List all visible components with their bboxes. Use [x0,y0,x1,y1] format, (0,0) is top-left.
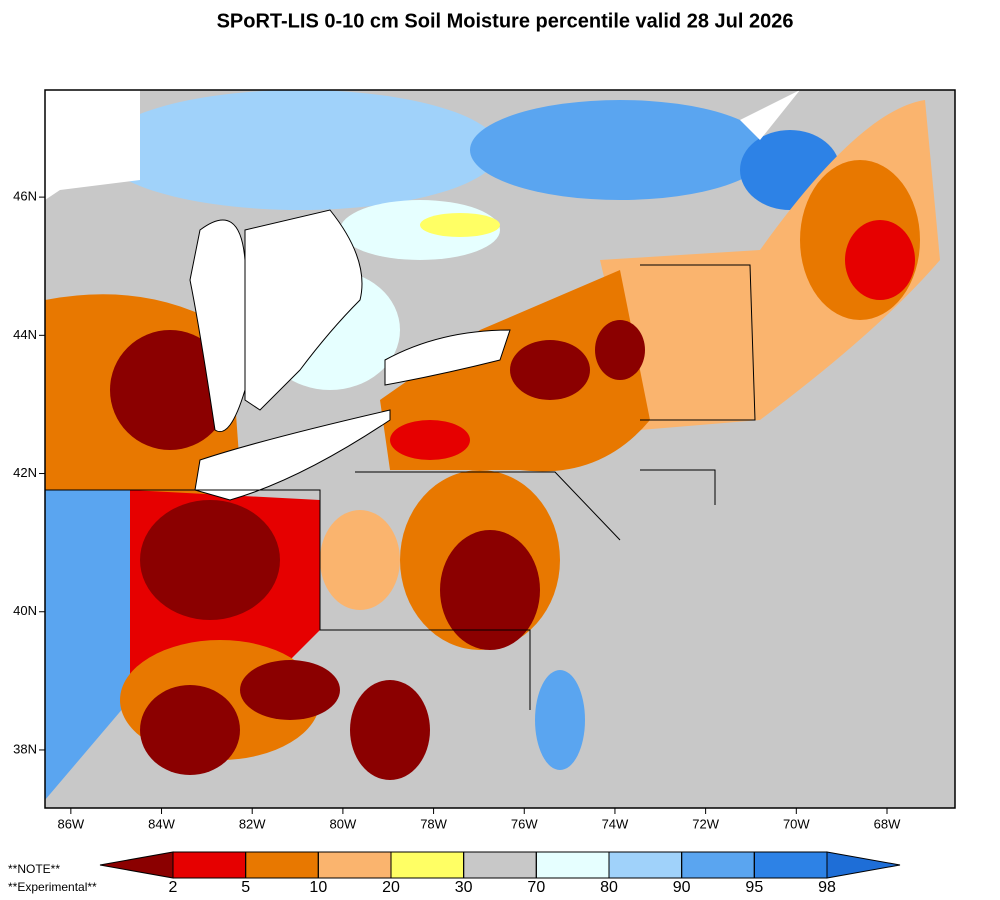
colorbar-label: 98 [818,879,836,896]
note: **Experimental** [8,880,97,894]
lat-tick-label: 42N [13,465,37,480]
colorbar-segment [753,851,828,879]
lat-tick-label: 46N [13,189,37,204]
colorbar-label: 5 [241,879,250,896]
map-field [45,90,955,808]
lon-tick-label: 74W [602,816,629,831]
lon-tick-label: 70W [783,816,810,831]
lon-tick-label: 80W [330,816,357,831]
colorbar-segment [681,851,755,879]
colorbar-label: 20 [382,879,400,896]
colorbar-label: 30 [455,879,473,896]
map-title: SPoRT-LIS 0-10 cm Soil Moisture percenti… [217,10,794,32]
lon-tick-label: 72W [692,816,719,831]
colorbar-label: 70 [527,879,545,896]
colorbar-segment [317,851,392,879]
colorbar-label: 10 [309,879,327,896]
colorbar-segment [172,851,247,879]
colorbar-segment [463,851,537,879]
lon-tick-label: 82W [239,816,266,831]
map-frame [44,89,956,809]
lon-tick-label: 78W [420,816,447,831]
lon-tick-label: 84W [148,816,175,831]
lon-tick-label: 76W [511,816,538,831]
colorbar-segment [608,851,683,879]
lat-tick-label: 40N [13,603,37,618]
colorbar-label: 2 [169,879,178,896]
note: **NOTE** [8,862,60,876]
colorbar-segment [99,851,174,879]
lat-tick-label: 44N [13,327,37,342]
colorbar-segment [245,851,319,879]
colorbar-segment [535,851,610,879]
lon-tick-label: 68W [874,816,901,831]
lat-tick-label: 38N [13,741,37,756]
colorbar-label: 80 [600,879,618,896]
colorbar-label: 95 [745,879,763,896]
lon-tick-label: 86W [57,816,84,831]
colorbar-label: 90 [673,879,691,896]
colorbar-segment [390,851,465,879]
colorbar-segment [826,851,901,879]
